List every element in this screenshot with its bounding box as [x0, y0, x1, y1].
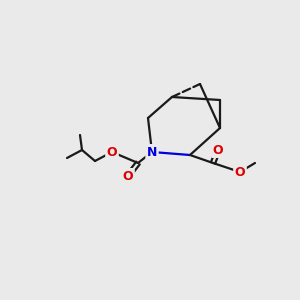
Text: O: O [107, 146, 117, 158]
Text: O: O [123, 169, 133, 182]
Text: O: O [235, 166, 245, 178]
Text: O: O [213, 143, 223, 157]
Text: N: N [147, 146, 157, 158]
